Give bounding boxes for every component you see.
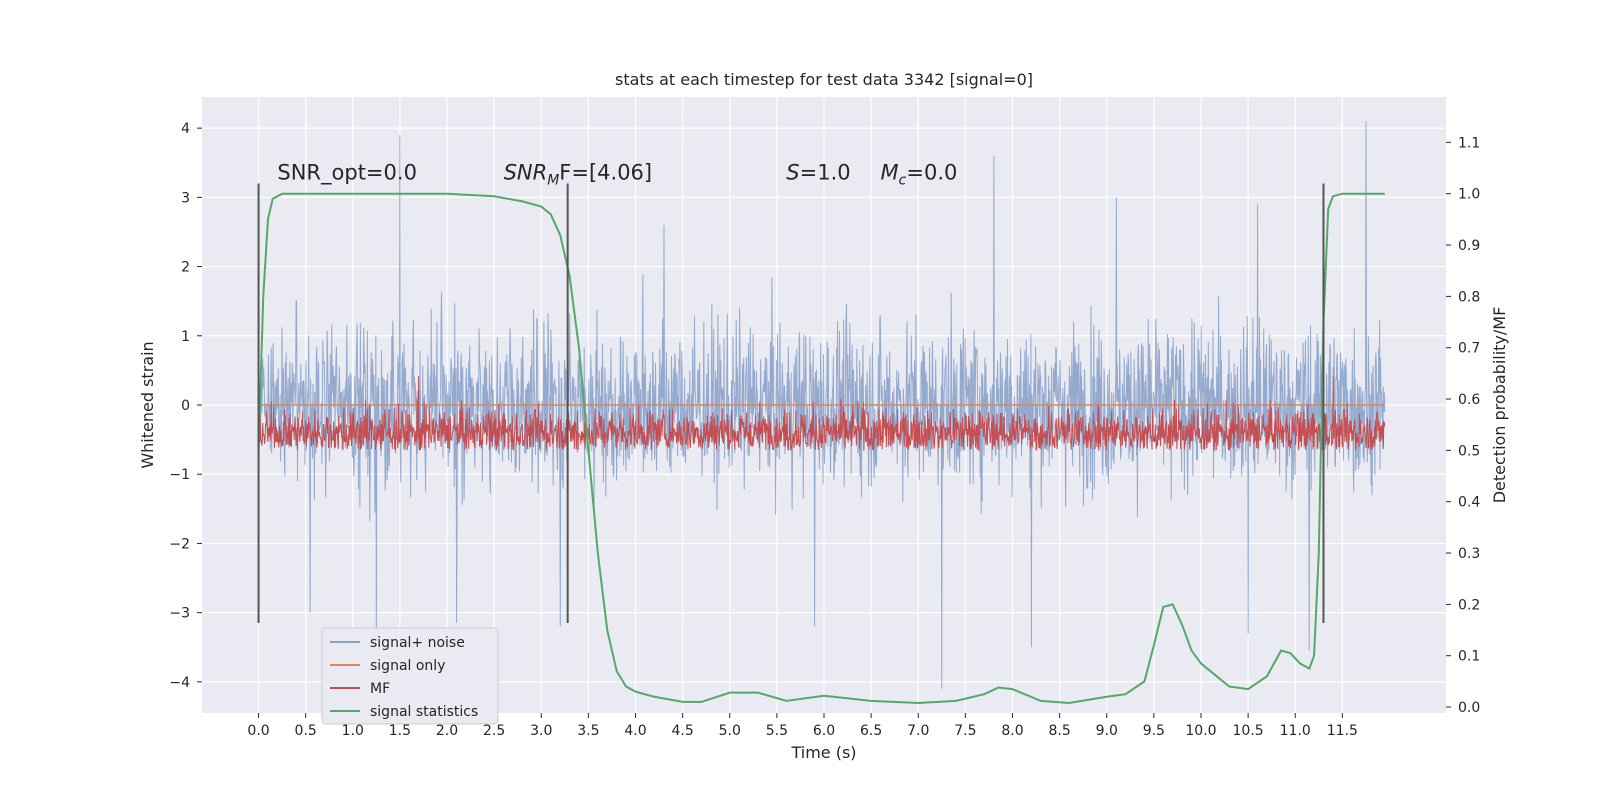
x-tick-label: 3.0 <box>530 723 552 739</box>
x-tick-label: 4.0 <box>624 723 646 739</box>
y-tick-label: 1 <box>181 329 190 345</box>
y-tick-label: 4 <box>181 121 190 137</box>
series-line <box>258 121 1386 689</box>
x-tick-label: 1.5 <box>389 723 411 739</box>
x-tick-label: 7.0 <box>907 723 929 739</box>
y-tick-label: −2 <box>169 536 190 552</box>
y2-tick-label: 0.7 <box>1458 341 1480 357</box>
y-tick-label: −4 <box>169 675 190 691</box>
x-tick-label: 1.0 <box>342 723 364 739</box>
x-tick-label: 11.5 <box>1327 723 1358 739</box>
y2-tick-label: 0.0 <box>1458 700 1480 716</box>
y2-axis-label: Detection probability/MF <box>1490 307 1509 504</box>
x-tick-label: 9.0 <box>1096 723 1118 739</box>
legend-label: signal only <box>370 658 445 674</box>
y2-tick-label: 0.5 <box>1458 443 1480 459</box>
x-tick-label: 10.5 <box>1233 723 1264 739</box>
y-tick-label: −1 <box>169 467 190 483</box>
annotation: SNRMF=[4.06] <box>504 161 653 189</box>
y2-tick-label: 0.2 <box>1458 597 1480 613</box>
x-tick-label: 10.0 <box>1185 723 1216 739</box>
series-mf <box>258 375 1386 452</box>
series-signal-statistics <box>257 192 1385 704</box>
y-tick-label: 3 <box>181 190 190 206</box>
y2-tick-label: 0.1 <box>1458 649 1480 665</box>
y2-tick-label: 1.0 <box>1458 187 1480 203</box>
annotations: SNR_opt=0.0 SNRMF=[4.06] S=1.0 Mc=0.0 <box>277 161 957 189</box>
x-tick-label: 5.0 <box>719 723 741 739</box>
annotation: S=1.0 <box>786 161 850 185</box>
legend: signal+ noise signal only MF signal statist… <box>321 627 499 725</box>
x-axis-label: Time (s) <box>790 743 856 762</box>
y-tick-label: 2 <box>181 260 190 276</box>
legend-frame <box>321 627 499 725</box>
series-signal-noise <box>258 121 1386 689</box>
x-tick-label: 9.5 <box>1143 723 1165 739</box>
x-tick-label: 0.5 <box>295 723 317 739</box>
chart-title: stats at each timestep for test data 334… <box>615 70 1033 89</box>
y-tick-label: −3 <box>169 606 190 622</box>
y2-tick-label: 0.3 <box>1458 546 1480 562</box>
y-tick-label: 0 <box>181 398 190 414</box>
legend-label: signal statistics <box>370 704 478 720</box>
x-tick-label: 8.5 <box>1048 723 1070 739</box>
y2-tick-label: 0.8 <box>1458 289 1480 305</box>
x-tick-label: 11.0 <box>1280 723 1311 739</box>
y2-tick-label: 1.1 <box>1458 135 1480 151</box>
annotation: SNR_opt=0.0 <box>277 161 417 186</box>
y-axis: −4 −3 −2 −1 0 1 2 3 4 <box>169 121 202 691</box>
x-tick-label: 5.5 <box>766 723 788 739</box>
x-tick-label: 2.5 <box>483 723 505 739</box>
vertical-markers <box>257 183 1325 624</box>
y2-tick-label: 0.9 <box>1458 238 1480 254</box>
legend-label: signal+ noise <box>370 635 465 651</box>
series-layer <box>257 121 1386 704</box>
series-line <box>257 192 1385 704</box>
x-tick-label: 6.5 <box>860 723 882 739</box>
x-tick-label: 7.5 <box>954 723 976 739</box>
x-tick-label: 0.0 <box>247 723 269 739</box>
y2-tick-label: 0.4 <box>1458 495 1480 511</box>
x-tick-label: 8.0 <box>1001 723 1023 739</box>
x-tick-label: 3.5 <box>577 723 599 739</box>
x-tick-label: 6.0 <box>813 723 835 739</box>
y-axis-label: Whitened strain <box>138 341 157 468</box>
series-line <box>258 375 1386 452</box>
x-tick-label: 2.0 <box>436 723 458 739</box>
legend-label: MF <box>370 681 390 697</box>
x-tick-label: 4.5 <box>672 723 694 739</box>
y2-tick-label: 0.6 <box>1458 392 1480 408</box>
x-axis: 0.0 0.5 1.0 1.5 2.0 2.5 3.0 3.5 4.0 4.5 5.0 5.5 6.0 6… <box>247 713 1358 739</box>
annotation: Mc=0.0 <box>881 161 958 189</box>
y2-axis: 0.0 0.1 0.2 0.3 0.4 0.5 0.6 0.7 0.8 0.9 1.0 1.1 <box>1446 135 1480 716</box>
